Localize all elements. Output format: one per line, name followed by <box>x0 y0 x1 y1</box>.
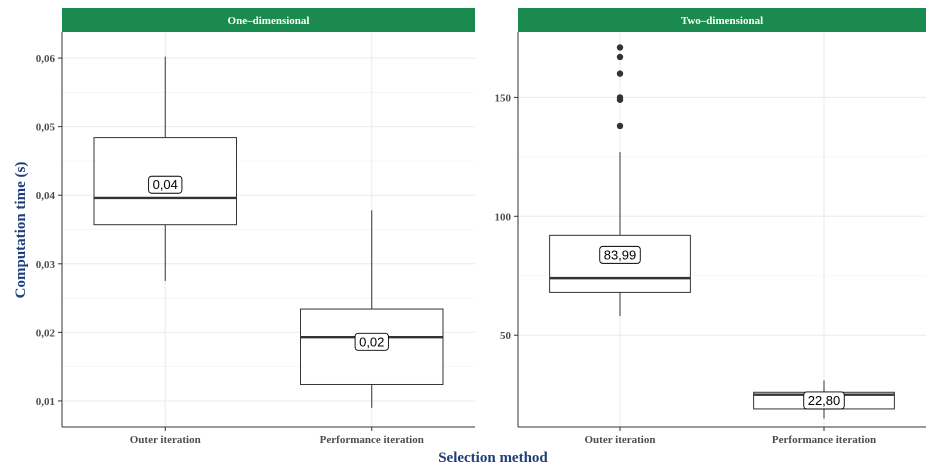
x-tick-label: Performance iteration <box>772 434 876 446</box>
y-tick-label: 150 <box>495 92 512 104</box>
outlier-point <box>616 94 624 101</box>
box-value-label: 0,04 <box>153 177 178 192</box>
box-body <box>549 234 691 293</box>
y-tick-label: 0,05 <box>36 122 56 134</box>
outlier-point <box>616 44 624 51</box>
y-tick-label: 0,03 <box>36 259 56 271</box>
panel-1: One–dimensional 0,01 0,02 0,03 0,04 0,05 0,06 O… <box>36 8 475 446</box>
y-tick-label: 0,06 <box>36 53 56 65</box>
box-value-label: 0,02 <box>359 334 384 349</box>
box-value-label-frame <box>354 332 389 351</box>
box-value-label: 22,80 <box>808 393 841 408</box>
y-tick-label: 0,04 <box>36 190 56 202</box>
box-value-label-frame <box>599 245 641 264</box>
outlier-point <box>616 122 624 130</box>
panel-strip <box>518 8 926 32</box>
panel-strip <box>62 8 475 32</box>
x-tick-label: Outer iteration <box>585 434 656 446</box>
x-tick-label: Performance iteration <box>320 434 424 446</box>
panels: One–dimensional 0,01 0,02 0,03 0,04 0,05 0,06 O… <box>36 8 926 446</box>
box-2: 0,02 <box>300 210 444 408</box>
y-tick-label: 0,01 <box>36 396 55 408</box>
box-value-label: 83,99 <box>604 247 637 262</box>
panel-2: Two–dimensional 50 100 150 Outer iteration Pe… <box>495 8 926 446</box>
y-tick-label: 100 <box>495 211 512 223</box>
box-value-label-frame <box>148 175 183 194</box>
x-tick-label: Outer iteration <box>130 434 201 446</box>
box-2: 22,80 <box>753 380 895 419</box>
box-value-label-frame <box>803 391 845 410</box>
box-1: 83,99 <box>549 44 691 317</box>
x-axis-title: Selection method <box>438 450 548 466</box>
outlier-point <box>616 70 624 77</box>
panel-title: Two–dimensional <box>681 15 763 27</box>
outlier-point <box>616 53 624 61</box>
y-tick-label: 50 <box>500 330 512 342</box>
box-1: 0,04 <box>93 56 237 281</box>
y-axis-title: Computation time (s) <box>13 162 29 299</box>
y-tick-label: 0,02 <box>36 327 56 339</box>
panel-title: One–dimensional <box>228 15 310 27</box>
